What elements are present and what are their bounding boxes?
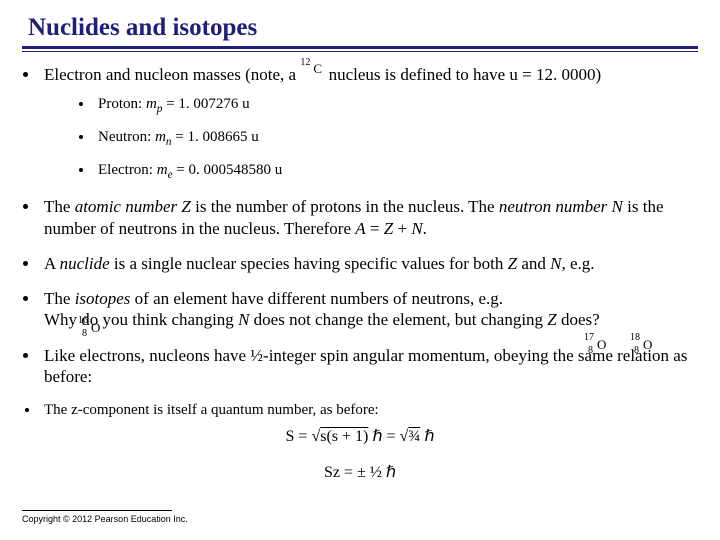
text: nucleus is defined to have u = 12. 0000) bbox=[329, 65, 602, 84]
title-rule bbox=[22, 46, 698, 52]
sub-bullet-electron: Electron: me = 0. 000548580 u bbox=[94, 161, 698, 182]
slide: Nuclides and isotopes Electron and nucle… bbox=[0, 0, 720, 540]
bullet-list: Electron and nucleon masses (note, a 12 … bbox=[22, 64, 698, 420]
formula-spin: S = √s(s + 1) ℏ = √¾ ℏ bbox=[0, 426, 720, 446]
sub-bullet-list: Proton: mp = 1. 007276 u Neutron: mn = 1… bbox=[44, 95, 698, 182]
bullet-isotopes: The isotopes of an element have differen… bbox=[40, 288, 698, 331]
slide-title: Nuclides and isotopes bbox=[28, 14, 698, 42]
bullet-nuclide: A nuclide is a single nuclear species ha… bbox=[40, 253, 698, 274]
sub-bullet-neutron: Neutron: mn = 1. 008665 u bbox=[94, 128, 698, 149]
footer-rule bbox=[22, 510, 172, 511]
copyright-footer: Copyright © 2012 Pearson Education Inc. bbox=[22, 510, 188, 524]
nuclide-12c: 12 C bbox=[300, 64, 324, 80]
copyright-text: Copyright © 2012 Pearson Education Inc. bbox=[22, 514, 188, 524]
bullet-atomic-number: The atomic number Z is the number of pro… bbox=[40, 196, 698, 239]
formula-sz: Sᴢ = ± ½ ℏ bbox=[0, 462, 720, 482]
sub-bullet-proton: Proton: mp = 1. 007276 u bbox=[94, 95, 698, 116]
text: Electron and nucleon masses (note, a bbox=[44, 65, 300, 84]
bullet-masses: Electron and nucleon masses (note, a 12 … bbox=[40, 64, 698, 182]
bullet-z-component: The z-component is itself a quantum numb… bbox=[40, 401, 698, 420]
